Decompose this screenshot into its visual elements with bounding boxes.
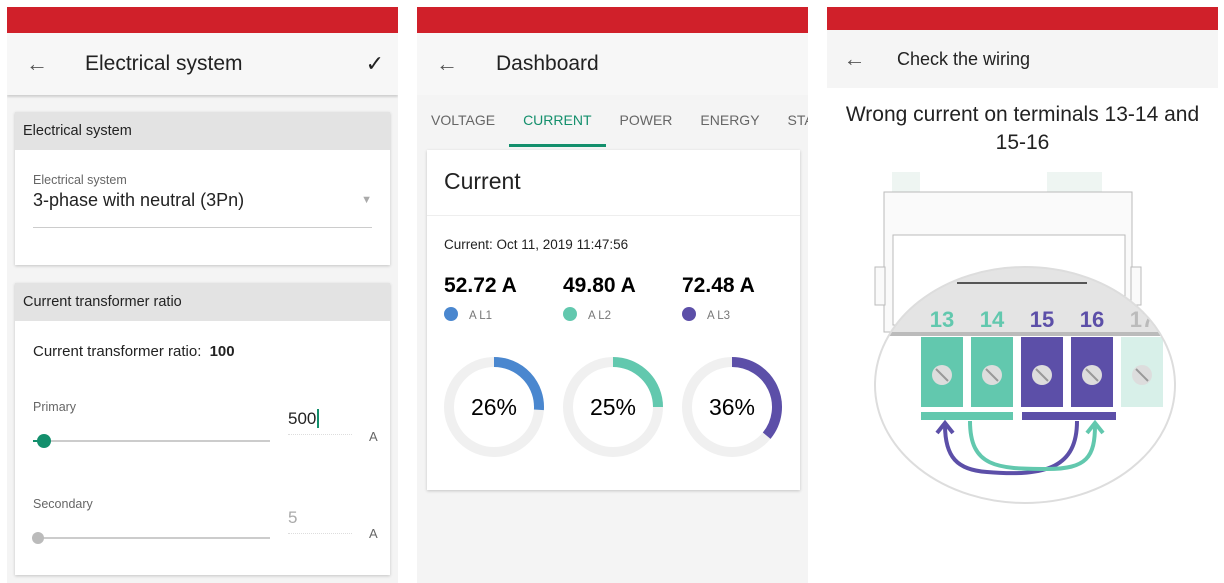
page-title: Electrical system bbox=[85, 52, 243, 75]
ct-ratio-card: Current transformer ratio Current transf… bbox=[15, 283, 390, 575]
donut-arc bbox=[493, 357, 544, 411]
card-header: Electrical system bbox=[15, 112, 390, 150]
status-bar bbox=[827, 7, 1218, 30]
tab-current[interactable]: CURRENT bbox=[509, 95, 606, 147]
tab-bar: VOLTAGE CURRENT POWER ENERGY STAT bbox=[417, 95, 808, 147]
select-value: 3-phase with neutral (3Pn) bbox=[33, 190, 245, 210]
magnifier-lens: 13 14 15 16 17 bbox=[875, 267, 1175, 503]
dropdown-arrow-icon: ▼ bbox=[361, 194, 372, 206]
tab-power[interactable]: POWER bbox=[619, 112, 673, 128]
secondary-input[interactable]: 5 bbox=[288, 508, 352, 534]
donut-percent: 36% bbox=[709, 394, 755, 420]
legend-dot bbox=[444, 307, 458, 321]
tab-energy[interactable]: ENERGY bbox=[700, 112, 760, 128]
electrical-system-select[interactable]: 3-phase with neutral (3Pn) ▼ bbox=[33, 190, 372, 228]
card-header: Current transformer ratio bbox=[15, 283, 390, 321]
legend-dot bbox=[682, 307, 696, 321]
phase-value: 49.80 A bbox=[563, 274, 636, 297]
legend-dot bbox=[563, 307, 577, 321]
check-wiring-screen: ← Check the wiring Wrong current on term… bbox=[827, 7, 1218, 583]
ratio-row: Current transformer ratio: 100 bbox=[33, 343, 235, 360]
terminal-number: 16 bbox=[1080, 307, 1104, 332]
ratio-label: Current transformer ratio: bbox=[33, 343, 202, 360]
electrical-system-screen: ← Electrical system ✓ Electrical system … bbox=[7, 7, 398, 583]
electrical-system-card: Electrical system Electrical system 3-ph… bbox=[15, 112, 390, 265]
terminal-number: 14 bbox=[980, 307, 1005, 332]
page-title: Dashboard bbox=[496, 52, 599, 75]
donut-percent: 26% bbox=[471, 394, 517, 420]
page-title: Check the wiring bbox=[897, 48, 1031, 69]
legend-label: A L1 bbox=[469, 310, 492, 322]
donut-percent: 25% bbox=[590, 394, 636, 420]
app-bar: ← Dashboard bbox=[417, 33, 808, 95]
donut-arc bbox=[612, 357, 663, 408]
terminal-number: 15 bbox=[1030, 307, 1054, 332]
current-card: Current Current: Oct 11, 2019 11:47:56 5… bbox=[427, 150, 800, 490]
error-message: Wrong current on terminals 13-14 and 15-… bbox=[845, 103, 1200, 154]
tab-voltage[interactable]: VOLTAGE bbox=[431, 112, 496, 128]
tab-stat[interactable]: STAT bbox=[787, 112, 808, 128]
legend-label: A L3 bbox=[707, 310, 730, 322]
primary-slider[interactable] bbox=[33, 434, 270, 448]
confirm-check-icon[interactable]: ✓ bbox=[365, 51, 384, 76]
back-arrow-icon[interactable]: ← bbox=[436, 51, 458, 76]
secondary-unit: A bbox=[369, 526, 378, 541]
secondary-slider[interactable] bbox=[32, 532, 270, 544]
timestamp: Current: Oct 11, 2019 11:47:56 bbox=[444, 237, 629, 252]
secondary-label: Secondary bbox=[33, 497, 93, 511]
terminal-number: 13 bbox=[930, 307, 954, 332]
ratio-value: 100 bbox=[209, 343, 235, 360]
phase-value: 72.48 A bbox=[682, 274, 755, 297]
back-arrow-icon[interactable]: ← bbox=[843, 46, 866, 71]
dashboard-screen: ← Dashboard VOLTAGE CURRENT POWER ENERGY… bbox=[417, 7, 808, 583]
card-title: Current bbox=[427, 150, 800, 216]
status-bar bbox=[7, 7, 398, 33]
field-label: Electrical system bbox=[33, 173, 127, 187]
legend-label: A L2 bbox=[588, 310, 611, 322]
slider-thumb[interactable] bbox=[32, 532, 44, 544]
current-donuts: 52.72 A A L1 26% 49.80 A A L2 25% 72.48 A A L3 3… bbox=[444, 274, 782, 457]
status-bar bbox=[417, 7, 808, 33]
slider-thumb[interactable] bbox=[37, 434, 51, 448]
donut-arc bbox=[731, 357, 782, 439]
primary-label: Primary bbox=[33, 400, 77, 414]
primary-value: 500 bbox=[288, 409, 317, 428]
primary-input[interactable]: 500 bbox=[288, 409, 352, 435]
phase-value: 52.72 A bbox=[444, 274, 517, 297]
app-bar: ← Check the wiring bbox=[827, 30, 1218, 88]
primary-unit: A bbox=[369, 429, 378, 444]
app-bar: ← Electrical system ✓ bbox=[7, 33, 398, 95]
back-arrow-icon[interactable]: ← bbox=[26, 51, 48, 76]
wiring-illustration: 13 14 15 16 17 bbox=[874, 172, 1176, 504]
